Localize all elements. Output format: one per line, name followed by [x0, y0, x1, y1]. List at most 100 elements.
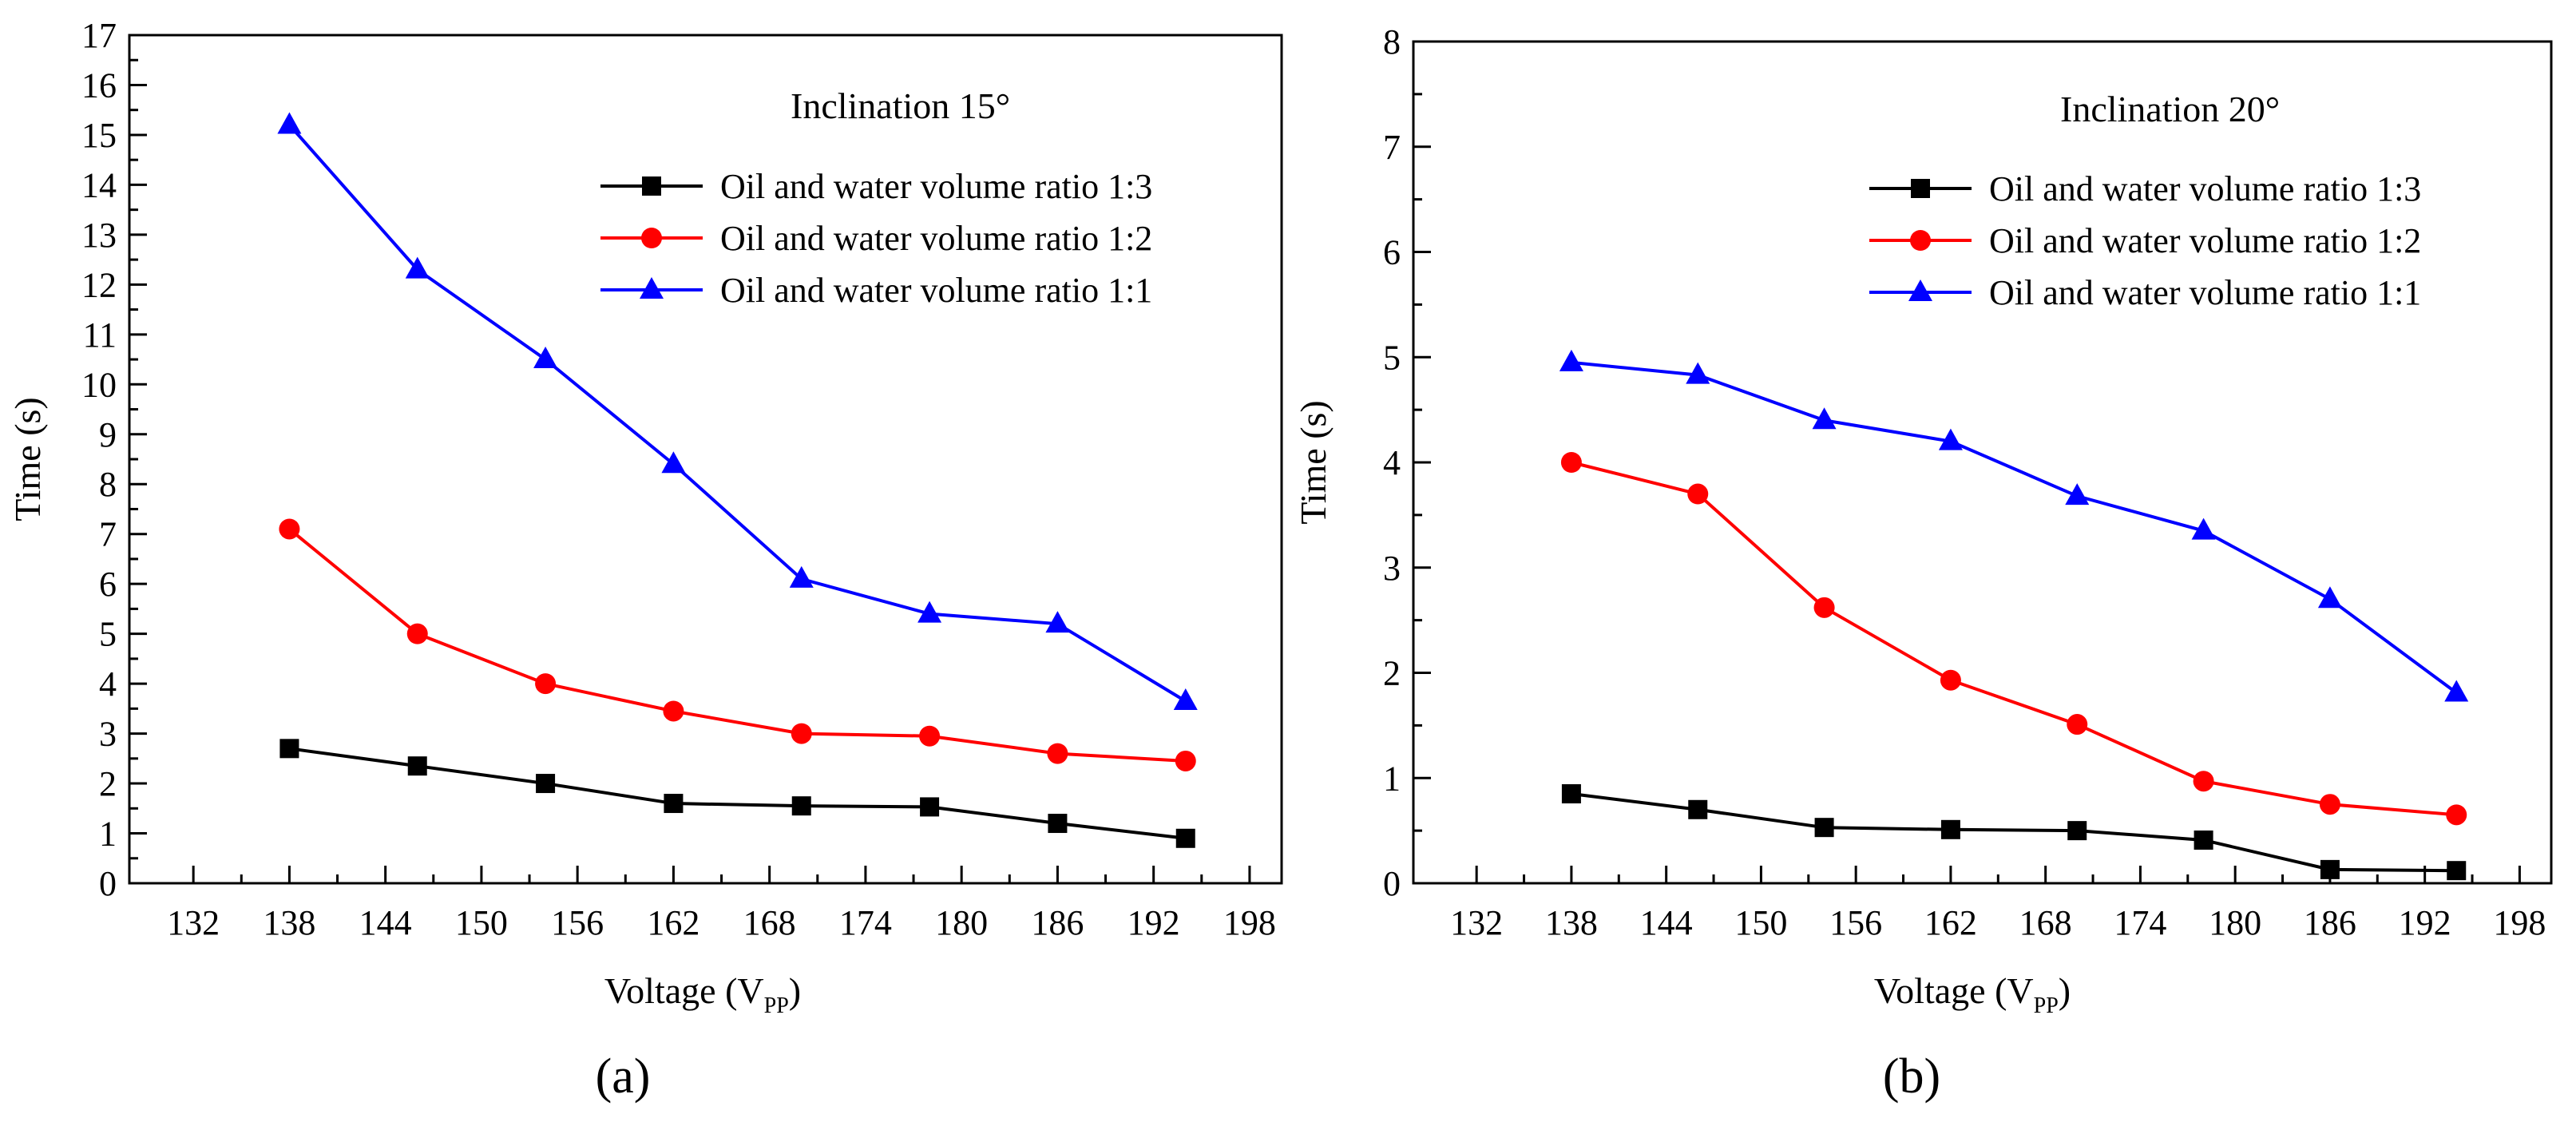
data-point	[277, 112, 302, 134]
data-point	[2446, 804, 2467, 826]
data-point	[2191, 517, 2216, 540]
y-axis-label: Time (s)	[1293, 400, 1334, 525]
series-line	[1571, 792, 2457, 873]
inclination-annotation: Inclination 20°	[2060, 89, 2280, 129]
x-tick-label: 186	[1031, 903, 1084, 942]
data-point	[661, 451, 686, 474]
data-point	[2317, 586, 2342, 609]
data-point	[535, 673, 557, 695]
legend-label: Oil and water volume ratio 1:1	[720, 271, 1152, 310]
x-tick-label: 150	[1734, 903, 1787, 942]
data-point	[920, 797, 940, 817]
x-tick-label: 174	[2114, 903, 2166, 942]
data-point	[2319, 794, 2340, 815]
series-line	[287, 124, 1187, 703]
x-tick-label: 162	[1924, 903, 1977, 942]
legend-marker	[641, 228, 662, 248]
x-tick-label: 150	[455, 903, 508, 942]
data-point	[1940, 669, 1961, 691]
x-tick-label: 168	[2019, 903, 2072, 942]
series-line	[289, 747, 1186, 840]
data-point	[1048, 814, 1068, 834]
data-point	[1560, 452, 1582, 473]
x-tick-label: 192	[2399, 903, 2451, 942]
legend-label: Oil and water volume ratio 1:3	[1989, 169, 2421, 208]
y-tick-label: 17	[81, 16, 117, 55]
x-tick-label: 132	[1450, 903, 1503, 942]
data-point	[2067, 714, 2088, 735]
y-tick-label: 3	[99, 715, 117, 754]
x-tick-label: 180	[2209, 903, 2261, 942]
y-tick-label: 0	[1383, 864, 1401, 903]
data-point	[279, 518, 300, 540]
data-point	[1047, 743, 1068, 764]
panel-label: (b)	[1883, 1049, 1940, 1104]
x-tick-label: 180	[935, 903, 988, 942]
x-tick-label: 168	[743, 903, 796, 942]
legend-label: Oil and water volume ratio 1:3	[720, 167, 1152, 206]
data-point	[919, 725, 941, 747]
y-tick-label: 12	[81, 265, 117, 304]
data-point	[2320, 859, 2340, 879]
x-axis-label-main: Voltage (V	[1874, 970, 2034, 1011]
data-point	[2194, 830, 2213, 850]
y-tick-label: 5	[99, 615, 117, 654]
data-point	[917, 601, 942, 623]
x-axis-label: Voltage (VPP)	[1874, 970, 2071, 1018]
data-point	[2447, 861, 2467, 881]
data-point	[1686, 362, 1710, 384]
x-tick-label: 198	[1223, 903, 1276, 942]
chart-panel-a: 132 138 144 150 156 162 168 174 180 186 192 1980123…	[7, 16, 1283, 1104]
data-point	[2065, 483, 2090, 506]
data-point	[663, 700, 684, 722]
data-point	[791, 796, 811, 816]
y-tick-label: 9	[99, 415, 117, 454]
y-axis-label: Time (s)	[7, 397, 48, 521]
legend-marker	[1908, 280, 1932, 301]
x-tick-label: 144	[1640, 903, 1693, 942]
data-point	[2067, 821, 2087, 841]
y-tick-label: 14	[81, 165, 117, 204]
series-1	[1561, 784, 2467, 881]
panel-label: (a)	[596, 1049, 651, 1104]
y-tick-label: 8	[1383, 22, 1401, 61]
data-point	[1045, 611, 1070, 633]
y-tick-label: 8	[99, 465, 117, 504]
data-point	[1812, 407, 1837, 430]
y-tick-label: 1	[1383, 759, 1401, 798]
chart-panel-b: 132 138 144 150 156 162 168 174 180 186 192 198 0 1 2 3…	[1293, 22, 2553, 1104]
data-point	[405, 256, 430, 279]
legend-marker	[1910, 230, 1931, 251]
x-tick-label: 156	[1829, 903, 1882, 942]
y-tick-label: 15	[81, 116, 117, 155]
data-point	[279, 739, 299, 759]
x-tick-label: 174	[839, 903, 892, 942]
x-axis-label-close: )	[789, 970, 801, 1011]
series-line	[288, 527, 1186, 763]
y-tick-label: 3	[1383, 549, 1401, 588]
x-tick-label: 156	[551, 903, 604, 942]
legend-label: Oil and water volume ratio 1:1	[1989, 273, 2421, 312]
series-3	[1559, 349, 2469, 702]
x-tick-label: 162	[647, 903, 699, 942]
legend-label: Oil and water volume ratio 1:2	[1989, 221, 2421, 260]
x-axis-label-subscript: PP	[2034, 993, 2059, 1018]
legend-label: Oil and water volume ratio 1:2	[720, 219, 1152, 258]
series-3	[277, 112, 1198, 710]
data-point	[1814, 818, 1834, 838]
data-point	[1175, 828, 1195, 848]
series-2	[279, 518, 1196, 771]
x-tick-label: 198	[2493, 903, 2546, 942]
data-point	[1559, 349, 1583, 371]
series-line	[1571, 360, 2458, 695]
y-tick-label: 6	[1383, 233, 1401, 272]
y-tick-label: 4	[1383, 443, 1401, 482]
data-point	[1175, 750, 1196, 771]
data-point	[1688, 799, 1708, 819]
data-point	[1173, 688, 1198, 710]
x-tick-label: 132	[167, 903, 220, 942]
y-tick-label: 7	[99, 515, 117, 554]
series-1	[279, 739, 1195, 848]
y-tick-label: 0	[99, 864, 117, 903]
y-tick-label: 10	[81, 365, 117, 404]
